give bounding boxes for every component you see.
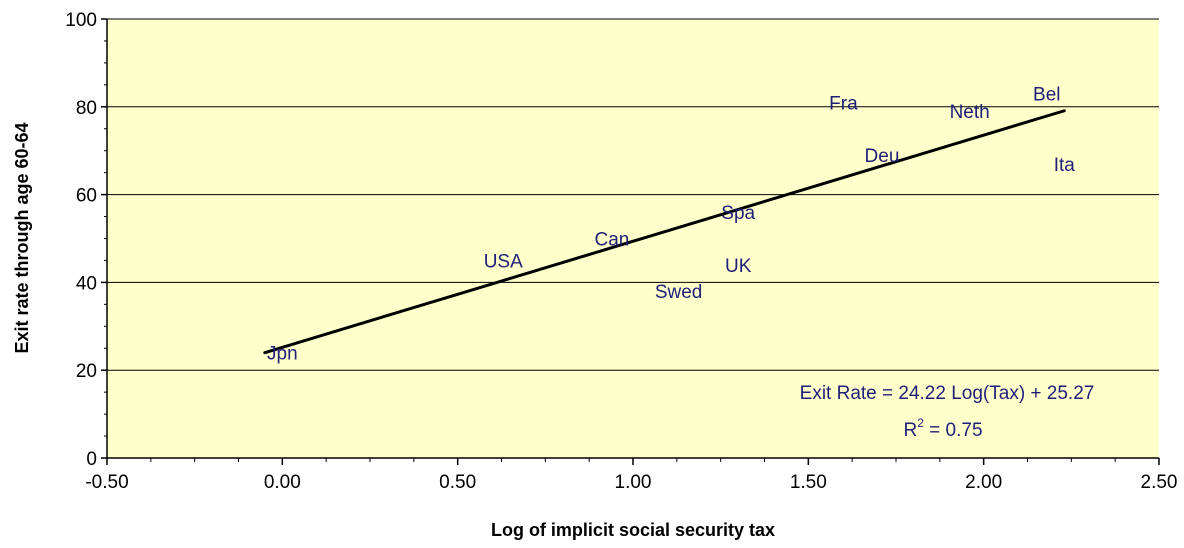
y-tick-label-1: 20 <box>76 361 97 382</box>
y-tick-label-0: 0 <box>86 449 97 470</box>
data-point-label-can: Can <box>595 230 630 251</box>
x-tick-label-3: 1.00 <box>615 472 652 493</box>
y-axis-title: Exit rate through age 60-64 <box>12 122 32 353</box>
x-tick-label-2: 0.50 <box>439 472 476 493</box>
x-tick-label-1: 0.00 <box>264 472 301 493</box>
data-point-label-uk: UK <box>725 256 752 277</box>
plot-area <box>107 19 1159 458</box>
x-tick-label-4: 1.50 <box>790 472 827 493</box>
data-point-label-spa: Spa <box>721 203 755 224</box>
x-tick-label-5: 2.00 <box>965 472 1002 493</box>
y-tick-label-5: 100 <box>65 10 97 31</box>
gridlines <box>107 18 1159 371</box>
data-point-label-bel: Bel <box>1033 85 1060 106</box>
data-point-label-ita: Ita <box>1054 155 1076 176</box>
data-point-label-swed: Swed <box>655 282 703 303</box>
x-tick-label-6: 2.50 <box>1141 472 1178 493</box>
x-tick-label-0: -0.50 <box>85 472 128 493</box>
y-tick-label-2: 40 <box>76 273 97 294</box>
trendline-group <box>263 109 1066 355</box>
data-point-labels: Jpn USA Can Swed UK Spa Fra Deu Neth Bel Ita <box>267 85 1075 365</box>
regression-equation: Exit Rate = 24.22 Log(Tax) + 25.27 <box>800 383 1095 404</box>
data-point-label-usa: USA <box>484 251 523 272</box>
r-squared-value: = 0.75 <box>924 420 983 441</box>
x-axis-title: Log of implicit social security tax <box>491 520 775 540</box>
data-point-label-fra: Fra <box>829 93 858 114</box>
y-tick-label-3: 60 <box>76 186 97 207</box>
data-point-label-deu: Deu <box>865 146 900 167</box>
data-point-label-neth: Neth <box>950 102 990 123</box>
r-squared-exponent: 2 <box>917 416 924 430</box>
data-point-label-jpn: Jpn <box>267 344 298 365</box>
r-squared-symbol: R <box>903 420 917 441</box>
x-axis-ticks: -0.50 0.00 0.50 1.00 1.50 2.00 2.50 <box>85 458 1177 493</box>
trendline <box>263 109 1066 355</box>
r-squared: R2 = 0.75 <box>903 416 982 441</box>
y-axis-ticks: 0 20 40 60 80 100 <box>65 10 107 470</box>
y-tick-label-4: 80 <box>76 98 97 119</box>
